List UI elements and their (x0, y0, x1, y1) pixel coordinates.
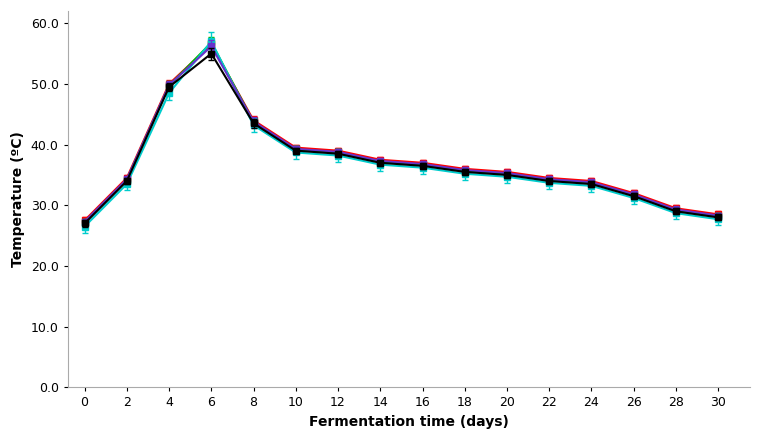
Y-axis label: Temperature (ºC): Temperature (ºC) (11, 131, 25, 267)
X-axis label: Fermentation time (days): Fermentation time (days) (309, 415, 509, 429)
